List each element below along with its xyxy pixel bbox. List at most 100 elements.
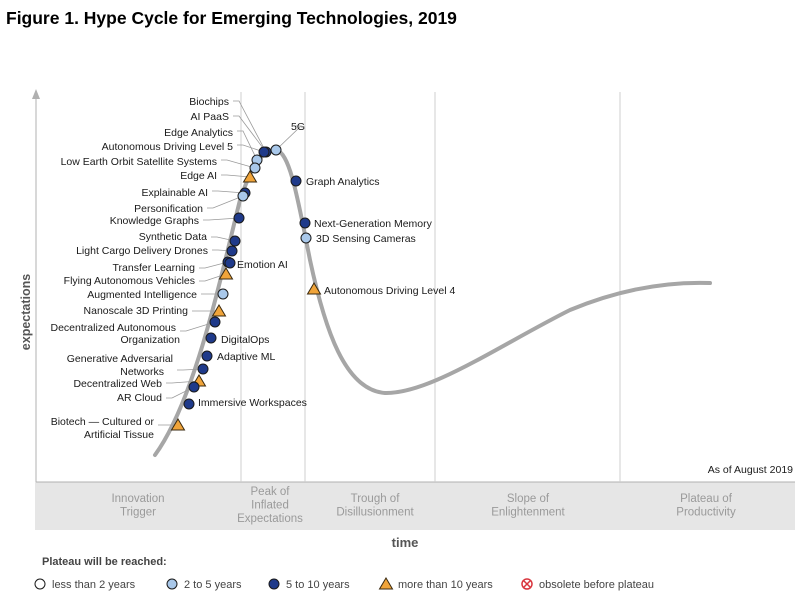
leader-flying-autonomous-vehicles bbox=[199, 273, 227, 282]
marker-low-earth-orbit-satellite-systems bbox=[249, 162, 261, 174]
label-decentralized-autonomous-organization-line2: Organization bbox=[120, 334, 180, 346]
label-biotech-cultured-or-artificial-tissue: Biotech — Cultured or Artificial Tissue bbox=[51, 416, 155, 441]
leader-edge-analytics bbox=[237, 130, 258, 161]
marker-next-generation-memory bbox=[299, 217, 311, 229]
leader-personification bbox=[207, 195, 244, 209]
leader-synthetic-data bbox=[211, 236, 236, 242]
marker-edge-ai bbox=[242, 170, 258, 183]
marker-3d-sensing-cameras bbox=[300, 232, 312, 244]
marker-autonomous-driving-level-4 bbox=[306, 282, 322, 295]
label-personification: Personification bbox=[134, 203, 203, 215]
label-light-cargo-delivery-drones: Light Cargo Delivery Drones bbox=[76, 245, 208, 257]
leader-generative-adversarial-networks bbox=[177, 368, 204, 371]
marker-nanoscale-3d-printing bbox=[211, 304, 227, 317]
label-generative-adversarial-networks-line2: Networks bbox=[120, 366, 164, 378]
phase-label-trough: Trough of Disillusionment bbox=[336, 493, 414, 519]
label-biochips: Biochips bbox=[189, 96, 229, 108]
marker-synthetic-data bbox=[229, 235, 241, 247]
label-decentralized-autonomous-organization: Decentralized Autonomous Organization bbox=[51, 322, 181, 346]
phase-label-trough-line: Trough of bbox=[351, 493, 401, 505]
label-decentralized-autonomous-organization-line1: Decentralized Autonomous bbox=[51, 322, 177, 334]
leader-transfer-learning bbox=[199, 261, 229, 269]
leader-knowledge-graphs bbox=[203, 217, 240, 221]
label-explainable-ai: Explainable AI bbox=[141, 187, 208, 199]
marker-knowledge-graphs bbox=[233, 212, 245, 224]
phase-label-slope: Slope of Enlightenment bbox=[491, 493, 565, 519]
marker-decentralized-autonomous-organization bbox=[209, 316, 221, 328]
legend-label-5to10: 5 to 10 years bbox=[286, 579, 350, 591]
label-ai-paas: AI PaaS bbox=[190, 111, 229, 123]
as-of-label: As of August 2019 bbox=[708, 464, 793, 476]
phase-label-peak-line: Inflated bbox=[251, 500, 289, 512]
label-autonomous-driving-level-5: Autonomous Driving Level 5 bbox=[102, 141, 233, 153]
legend-marker-obsolete bbox=[521, 578, 533, 590]
marker-light-cargo-delivery-drones bbox=[226, 245, 238, 257]
label-biotech-cultured-or-artificial-tissue-line2: Artificial Tissue bbox=[84, 429, 154, 441]
label-next-generation-memory: Next-Generation Memory bbox=[314, 218, 433, 230]
label-augmented-intelligence: Augmented Intelligence bbox=[87, 289, 197, 301]
figure-title: Figure 1. Hype Cycle for Emerging Techno… bbox=[6, 8, 457, 28]
legend-label-lt2: less than 2 years bbox=[52, 579, 136, 591]
label-synthetic-data: Synthetic Data bbox=[139, 231, 207, 243]
label-nanoscale-3d-printing: Nanoscale 3D Printing bbox=[84, 305, 189, 317]
label-3d-sensing-cameras: 3D Sensing Cameras bbox=[316, 233, 416, 245]
label-generative-adversarial-networks: Generative Adversarial Networks bbox=[67, 353, 173, 378]
x-axis-label: time bbox=[392, 535, 419, 550]
phase-label-plateau-line: Plateau of bbox=[680, 493, 733, 505]
leader-explainable-ai bbox=[212, 190, 246, 194]
legend-label-obsolete: obsolete before plateau bbox=[539, 579, 654, 591]
label-knowledge-graphs: Knowledge Graphs bbox=[110, 215, 199, 227]
legend-marker-lt2 bbox=[34, 578, 46, 590]
legend-label-2to5: 2 to 5 years bbox=[184, 579, 242, 591]
marker-digitalops bbox=[205, 332, 217, 344]
y-axis-arrow bbox=[32, 89, 40, 99]
label-ar-cloud: AR Cloud bbox=[117, 392, 162, 404]
phase-label-peak: Peak of Inflated Expectations bbox=[237, 486, 303, 525]
legend-title: Plateau will be reached: bbox=[42, 556, 167, 568]
y-axis-label: expectations bbox=[19, 274, 33, 350]
label-graph-analytics: Graph Analytics bbox=[306, 176, 380, 188]
marker-personification bbox=[237, 190, 249, 202]
label-5g: 5G bbox=[291, 121, 305, 133]
phase-label-slope-line: Enlightenment bbox=[491, 507, 565, 519]
label-biotech-cultured-or-artificial-tissue-line1: Biotech — Cultured or bbox=[51, 416, 155, 428]
marker-flying-autonomous-vehicles bbox=[218, 267, 234, 280]
legend-marker-gt10 bbox=[378, 577, 394, 590]
legend-marker-2to5 bbox=[166, 578, 178, 590]
marker-adaptive-ml bbox=[201, 350, 213, 362]
leader-autonomous-driving-level-5 bbox=[237, 144, 265, 153]
phase-label-plateau-line: Productivity bbox=[676, 507, 736, 519]
label-transfer-learning: Transfer Learning bbox=[113, 262, 196, 274]
marker-immersive-workspaces bbox=[183, 398, 195, 410]
label-digitalops: DigitalOps bbox=[221, 334, 269, 346]
marker-augmented-intelligence bbox=[217, 288, 229, 300]
marker-ar-cloud bbox=[188, 381, 200, 393]
marker-autonomous-driving-level-5 bbox=[258, 146, 270, 158]
label-emotion-ai: Emotion AI bbox=[237, 259, 288, 271]
phase-label-peak-line: Peak of bbox=[251, 486, 291, 498]
label-decentralized-web: Decentralized Web bbox=[73, 378, 162, 390]
label-edge-ai: Edge AI bbox=[180, 170, 217, 182]
phase-label-peak-line: Expectations bbox=[237, 513, 303, 525]
marker-graph-analytics bbox=[290, 175, 302, 187]
label-low-earth-orbit-satellite-systems: Low Earth Orbit Satellite Systems bbox=[61, 156, 217, 168]
phase-label-trough-line: Disillusionment bbox=[336, 507, 414, 519]
label-generative-adversarial-networks-line1: Generative Adversarial bbox=[67, 353, 173, 365]
label-edge-analytics: Edge Analytics bbox=[164, 127, 233, 139]
phase-label-trigger-line: Trigger bbox=[120, 507, 156, 519]
legend-marker-5to10 bbox=[268, 578, 280, 590]
phase-label-trigger: Innovation Trigger bbox=[111, 493, 164, 519]
legend-label-gt10: more than 10 years bbox=[398, 579, 493, 591]
leader-ar-cloud bbox=[166, 386, 195, 399]
leader-decentralized-autonomous-organization bbox=[180, 321, 216, 332]
label-autonomous-driving-level-4: Autonomous Driving Level 4 bbox=[324, 285, 455, 297]
leader-low-earth-orbit-satellite-systems bbox=[221, 159, 256, 169]
marker-5g bbox=[270, 144, 282, 156]
phase-label-plateau: Plateau of Productivity bbox=[676, 493, 736, 519]
label-immersive-workspaces: Immersive Workspaces bbox=[198, 397, 307, 409]
marker-biotech-cultured-or-artificial-tissue bbox=[170, 418, 186, 431]
leader-ai-paas bbox=[233, 115, 267, 153]
marker-emotion-ai bbox=[224, 257, 236, 269]
leader-edge-ai bbox=[221, 174, 251, 178]
